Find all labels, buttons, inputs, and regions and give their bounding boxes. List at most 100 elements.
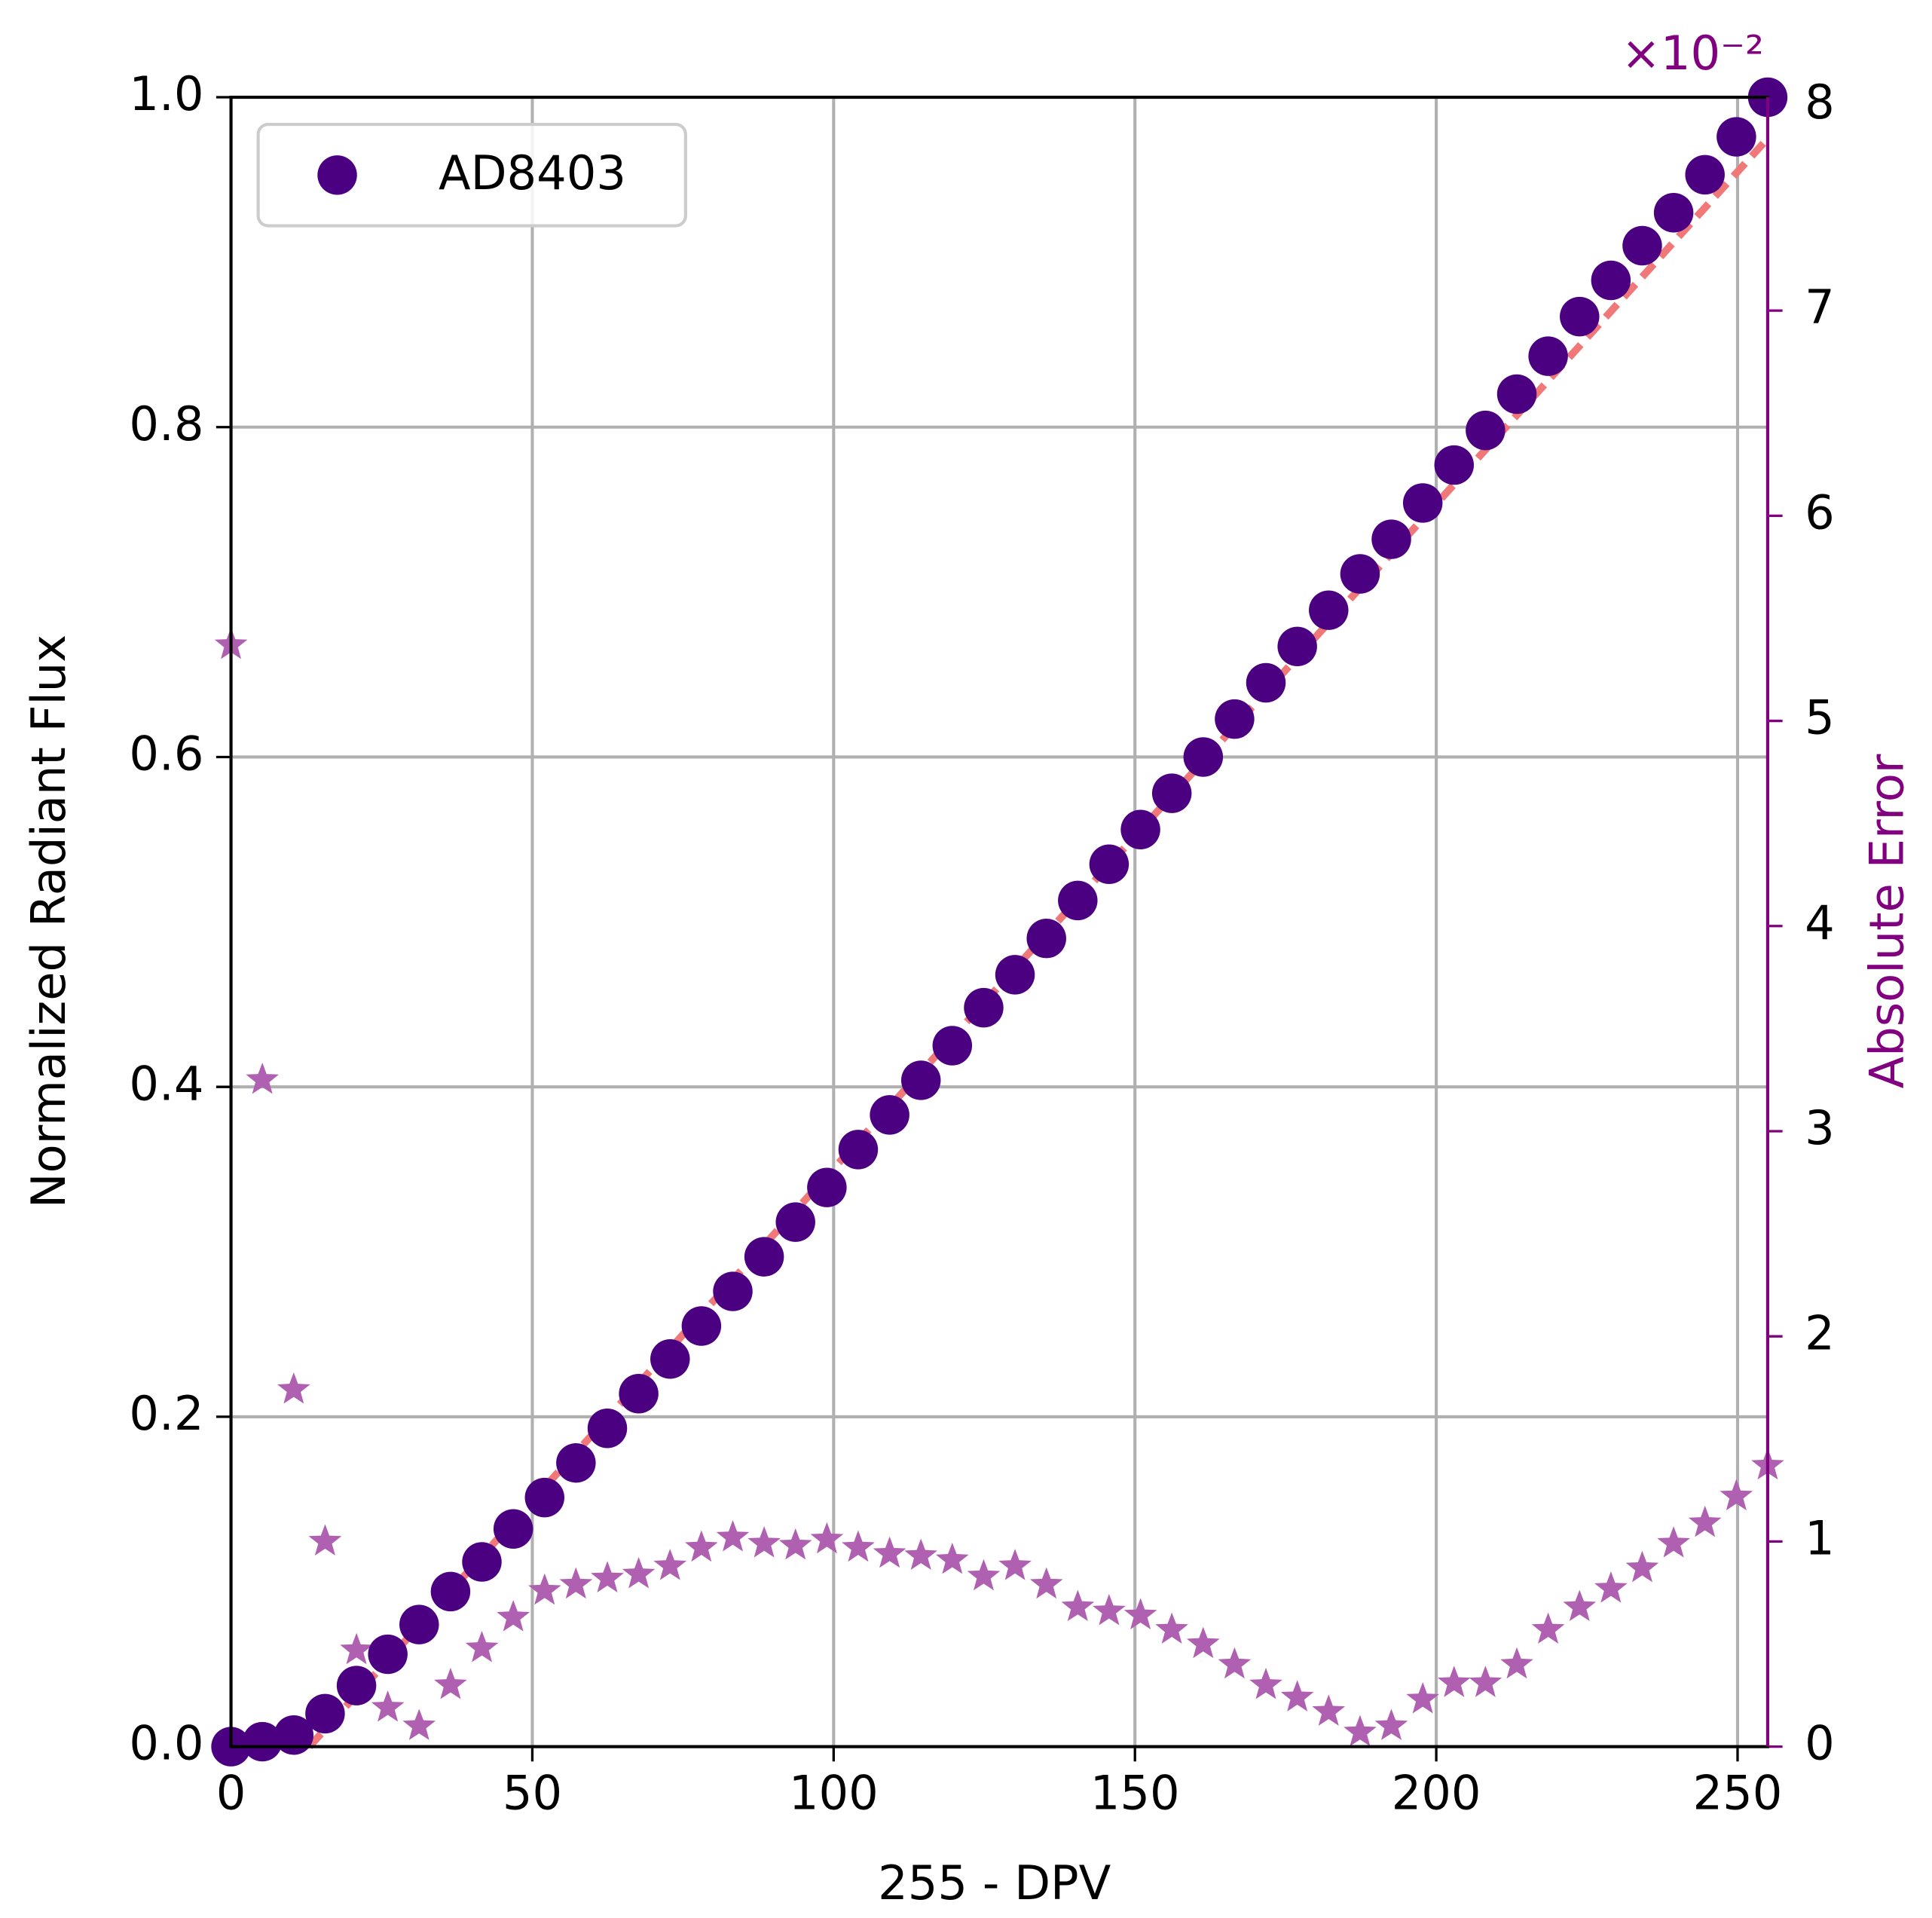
data-point [1309,590,1349,630]
data-point [713,1271,753,1311]
y2-tick-label: 1 [1805,1510,1835,1565]
error-point [1563,1589,1597,1622]
data-point [1215,699,1255,739]
y2-tick-label: 5 [1805,690,1835,745]
legend-box [256,123,687,228]
y-axis-label: Normalized Radiant Flux [21,635,76,1208]
error-point [1531,1612,1565,1644]
error-point [528,1573,561,1605]
x-tick-label: 0 [216,1765,246,1820]
y-tick-label: 1.0 [129,66,203,121]
y2-tick-label: 7 [1805,280,1835,335]
data-point [1653,192,1694,233]
error-point [1594,1571,1628,1603]
data-point [399,1604,439,1644]
data-point [274,1715,314,1755]
data-point [838,1130,879,1170]
error-point [1688,1505,1722,1537]
x-tick-label: 100 [789,1765,879,1820]
data-point [1528,336,1568,376]
data-point [1183,737,1224,777]
data-point [1151,773,1192,813]
error-point [308,1524,342,1556]
error-point [1469,1666,1502,1697]
error-point [778,1528,812,1560]
y-tick-label: 0.8 [129,396,203,451]
error-point [1249,1668,1282,1699]
error-point [1720,1479,1753,1511]
data-point [1716,117,1756,157]
y2-tick-label: 8 [1805,75,1835,130]
error-point [1657,1526,1691,1558]
error-point [1155,1612,1188,1644]
error-point [685,1530,718,1562]
error-point [1123,1598,1157,1630]
data-point [1622,225,1662,266]
error-point [998,1549,1032,1580]
error-point [402,1708,436,1740]
error-point [653,1549,687,1580]
data-point [556,1442,596,1483]
y2-tick-label: 4 [1805,895,1835,950]
y2-tick-label: 3 [1805,1100,1835,1155]
data-point [368,1634,408,1675]
y-tick-label: 0.2 [129,1386,203,1441]
error-point [246,1063,280,1094]
data-point [775,1202,815,1242]
data-point [1496,374,1537,414]
error-point [371,1690,405,1722]
data-point [305,1693,345,1734]
error-point [716,1519,750,1552]
error-point [1218,1647,1252,1679]
error-point [622,1556,656,1589]
error-point [434,1668,467,1699]
error-point [967,1559,1001,1591]
data-point [932,1026,973,1066]
data-point [524,1477,564,1518]
data-point [681,1306,722,1346]
error-point [1186,1626,1220,1659]
data-point [430,1571,471,1612]
data-point [964,987,1004,1028]
data-point [1434,445,1474,485]
y-tick-label: 0.0 [129,1716,203,1771]
error-point [1344,1715,1377,1747]
error-point [810,1522,844,1554]
x-axis-label: 255 - DPV [878,1855,1111,1910]
y2-tick-label: 6 [1805,485,1835,540]
data-point [1246,662,1286,703]
data-point [1058,880,1098,921]
error-point [1312,1694,1346,1726]
error-point [465,1630,499,1663]
error-point [842,1530,875,1562]
plot-area [211,77,1788,1767]
error-point [1093,1593,1126,1626]
error-point [1500,1647,1533,1679]
error-point [873,1536,906,1568]
x-tick-label: 50 [503,1765,562,1820]
data-point [462,1542,502,1582]
y2-axis-label: Absolute Error [1859,754,1914,1088]
data-point [587,1408,628,1448]
data-point [650,1339,690,1379]
data-point [807,1167,847,1207]
data-point [242,1721,283,1762]
data-point [1685,154,1725,195]
data-point [1120,809,1160,849]
data-point [1026,918,1066,959]
error-point [935,1542,969,1574]
error-point [1625,1550,1659,1583]
error-point [1061,1589,1095,1622]
data-point [1402,483,1443,523]
data-point [1560,296,1600,337]
y-tick-label: 0.4 [129,1056,203,1111]
data-point [744,1237,784,1277]
data-point [900,1060,941,1100]
data-point [1371,519,1411,559]
x-tick-label: 150 [1090,1765,1180,1820]
data-point [870,1095,909,1135]
error-point [1406,1682,1440,1714]
error-point [1280,1680,1314,1712]
